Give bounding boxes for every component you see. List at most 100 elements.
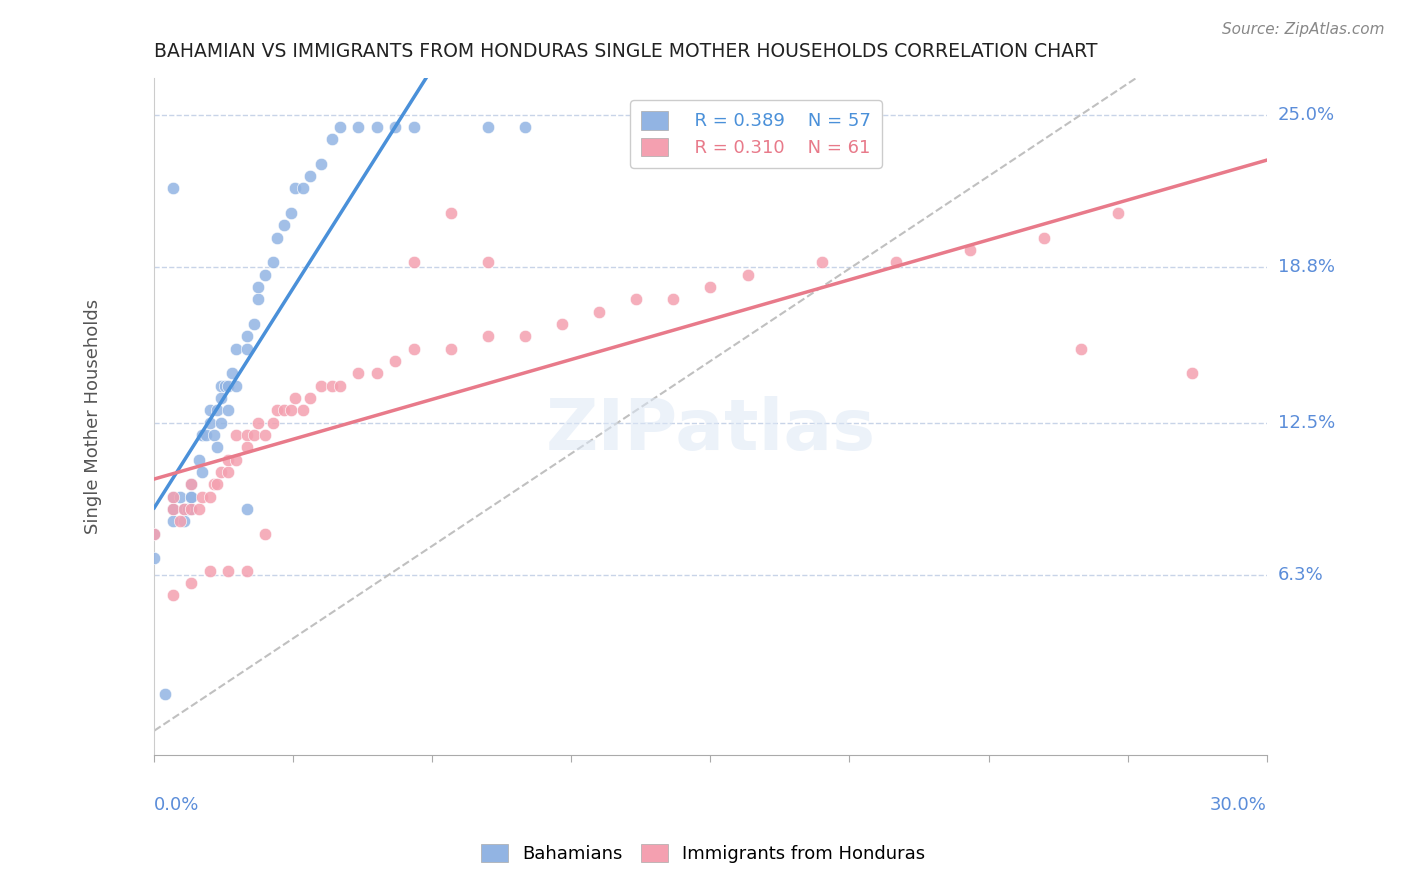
Point [173, 502, 195, 516]
Point [284, 181, 307, 195]
Point [1033, 231, 1056, 245]
Point [280, 403, 302, 417]
Point [207, 477, 229, 491]
Point [959, 243, 981, 257]
Point [173, 514, 195, 528]
Point [202, 477, 225, 491]
Point [187, 452, 209, 467]
Point [366, 120, 388, 134]
Point [1181, 367, 1204, 381]
Point [440, 342, 463, 356]
Point [225, 342, 247, 356]
Text: 25.0%: 25.0% [1278, 105, 1334, 124]
Point [384, 354, 406, 368]
Point [737, 268, 759, 282]
Point [266, 403, 288, 417]
Point [143, 526, 166, 541]
Point [254, 526, 277, 541]
Point [191, 490, 214, 504]
Point [236, 440, 259, 454]
Point [214, 378, 236, 392]
Point [143, 526, 166, 541]
Point [298, 391, 321, 405]
Point [207, 440, 229, 454]
Point [217, 564, 239, 578]
Point [180, 502, 202, 516]
Point [195, 428, 218, 442]
Point [209, 416, 232, 430]
Point [198, 490, 221, 504]
Text: 30.0%: 30.0% [1209, 796, 1267, 814]
Point [180, 502, 202, 516]
Point [273, 219, 295, 233]
Text: BAHAMIAN VS IMMIGRANTS FROM HONDURAS SINGLE MOTHER HOUSEHOLDS CORRELATION CHART: BAHAMIAN VS IMMIGRANTS FROM HONDURAS SIN… [155, 42, 1098, 61]
Point [225, 452, 247, 467]
Text: Single Mother Households: Single Mother Households [84, 299, 103, 534]
Point [266, 231, 288, 245]
Point [217, 378, 239, 392]
Point [162, 502, 184, 516]
Point [236, 342, 259, 356]
Point [1107, 206, 1129, 220]
Point [243, 428, 266, 442]
Point [477, 329, 499, 343]
Text: 0.0%: 0.0% [155, 796, 200, 814]
Point [217, 452, 239, 467]
Point [217, 465, 239, 479]
Point [143, 551, 166, 566]
Point [291, 181, 314, 195]
Point [284, 391, 307, 405]
Point [162, 502, 184, 516]
Point [662, 293, 685, 307]
Point [699, 280, 721, 294]
Point [198, 403, 221, 417]
Point [273, 403, 295, 417]
Text: Source: ZipAtlas.com: Source: ZipAtlas.com [1222, 22, 1385, 37]
Point [588, 304, 610, 318]
Point [180, 477, 202, 491]
Point [347, 367, 370, 381]
Text: 6.3%: 6.3% [1278, 566, 1323, 584]
Point [225, 428, 247, 442]
Point [221, 367, 243, 381]
Point [884, 255, 907, 269]
Point [477, 120, 499, 134]
Point [236, 428, 259, 442]
Point [162, 181, 184, 195]
Point [180, 477, 202, 491]
Legend:   R = 0.389    N = 57,   R = 0.310    N = 61: R = 0.389 N = 57, R = 0.310 N = 61 [630, 100, 882, 168]
Point [247, 416, 270, 430]
Point [243, 317, 266, 331]
Point [225, 378, 247, 392]
Point [298, 169, 321, 184]
Point [236, 564, 259, 578]
Point [169, 490, 191, 504]
Point [162, 514, 184, 528]
Point [207, 403, 229, 417]
Legend: Bahamians, Immigrants from Honduras: Bahamians, Immigrants from Honduras [470, 833, 936, 874]
Point [173, 502, 195, 516]
Point [180, 490, 202, 504]
Point [191, 465, 214, 479]
Point [321, 378, 343, 392]
Point [209, 378, 232, 392]
Point [551, 317, 574, 331]
Point [321, 132, 343, 146]
Point [366, 367, 388, 381]
Point [626, 293, 648, 307]
Point [247, 280, 270, 294]
Point [169, 514, 191, 528]
Point [191, 428, 214, 442]
Point [402, 120, 425, 134]
Point [440, 206, 463, 220]
Point [810, 255, 832, 269]
Point [262, 255, 284, 269]
Point [162, 490, 184, 504]
Point [513, 120, 536, 134]
Point [236, 502, 259, 516]
Point [291, 403, 314, 417]
Text: 12.5%: 12.5% [1278, 414, 1334, 432]
Point [329, 378, 352, 392]
Point [513, 329, 536, 343]
Point [162, 502, 184, 516]
